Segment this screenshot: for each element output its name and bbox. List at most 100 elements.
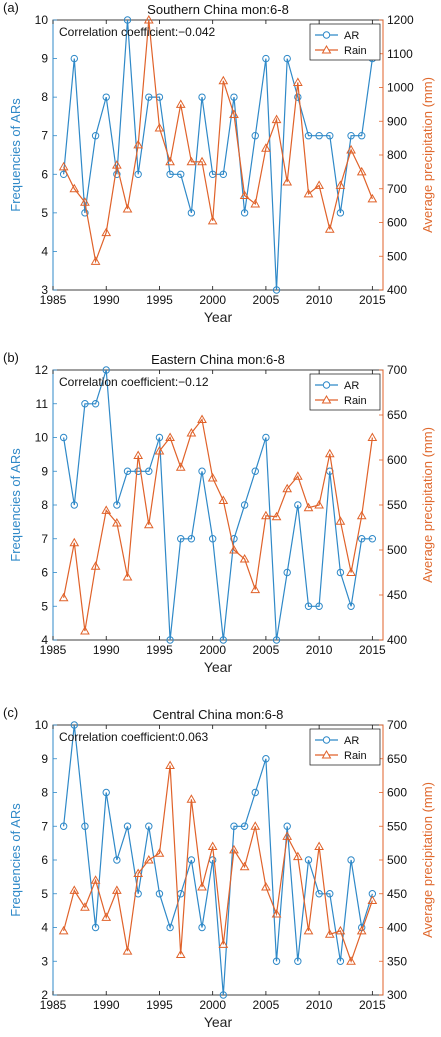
data-point-ar — [219, 991, 228, 999]
data-point-ar — [294, 93, 302, 101]
data-point-rain — [101, 227, 112, 237]
x-tick-label: 2000 — [199, 293, 226, 307]
y-left-tick-label: 8 — [41, 786, 48, 800]
data-point-rain — [154, 848, 165, 857]
data-point-rain — [250, 821, 261, 830]
data-point-rain — [218, 75, 229, 85]
data-point-rain — [186, 427, 197, 437]
data-point-rain — [175, 99, 186, 108]
y-right-tick-label: 300 — [387, 988, 407, 1002]
y-right-tick-label: 600 — [387, 786, 407, 800]
data-point-rain — [271, 511, 282, 521]
data-point-ar — [166, 170, 174, 178]
y-left-tick-label: 12 — [35, 363, 49, 377]
data-point-rain — [133, 450, 144, 459]
data-point-rain — [143, 519, 154, 529]
data-point-rain — [271, 114, 282, 124]
data-point-rain — [335, 516, 346, 525]
data-point-rain — [356, 510, 367, 520]
data-point-rain — [122, 203, 133, 213]
series-line-ar — [63, 369, 373, 641]
data-point-ar — [358, 132, 366, 140]
data-point-rain — [90, 256, 101, 265]
data-point-ar — [187, 535, 196, 543]
data-point-rain — [80, 197, 90, 206]
data-point-rain — [101, 912, 112, 921]
data-point-ar — [198, 923, 206, 932]
panel-label: (b) — [3, 350, 19, 365]
data-point-ar — [198, 93, 206, 101]
data-point-rain — [58, 161, 69, 171]
data-point-ar — [187, 209, 196, 217]
data-point-rain — [229, 544, 239, 554]
x-tick-label: 2000 — [199, 998, 226, 1012]
data-point-rain — [261, 510, 271, 520]
x-tick-label: 2015 — [359, 293, 386, 307]
data-point-rain — [154, 445, 165, 455]
y-right-tick-label: 400 — [387, 283, 407, 297]
x-tick-label: 1990 — [93, 293, 120, 307]
y-right-axis-label: Average precipitation (mm) — [420, 77, 435, 233]
data-point-ar — [91, 400, 100, 408]
correlation-annotation: Correlation coefficient:0.063 — [59, 730, 209, 744]
panel-b: (b) Eastern China mon:6-8 1985 1990 1995 2000… — [3, 350, 435, 675]
data-point-rain — [292, 851, 303, 861]
data-point-ar — [70, 501, 78, 509]
x-tick-label: 2015 — [359, 643, 386, 657]
data-point-rain — [346, 144, 356, 154]
data-point-rain — [133, 139, 144, 149]
data-point-ar — [368, 535, 377, 543]
y-right-tick-label: 500 — [387, 853, 407, 867]
data-point-rain — [324, 929, 335, 938]
data-point-ar — [262, 755, 270, 763]
data-point-ar — [240, 501, 249, 509]
data-point-ar — [219, 636, 228, 644]
y-left-tick-label: 10 — [35, 431, 49, 445]
y-right-tick-label: 1000 — [387, 81, 414, 95]
data-point-rain — [229, 844, 239, 854]
data-point-ar — [230, 535, 238, 543]
data-point-ar — [272, 957, 281, 965]
chart-title: Eastern China mon:6-8 — [151, 352, 285, 367]
data-point-ar — [262, 54, 270, 63]
data-point-ar — [304, 602, 313, 610]
data-point-rain — [356, 166, 367, 176]
y-left-tick-label: 5 — [41, 887, 48, 901]
x-tick-label: 1990 — [93, 643, 120, 657]
data-point-ar — [283, 54, 291, 63]
data-point-ar — [166, 923, 174, 932]
data-point-rain — [261, 143, 271, 152]
x-axis-label: Year — [204, 659, 233, 675]
y-left-tick-label: 6 — [41, 853, 48, 867]
panel-label: (c) — [3, 705, 18, 720]
data-point-ar — [145, 467, 153, 475]
data-point-ar — [294, 501, 302, 509]
data-point-rain — [101, 505, 112, 514]
legend-label-rain: Rain — [344, 45, 367, 57]
x-axis-label: Year — [204, 309, 233, 325]
y-left-tick-label: 2 — [41, 988, 48, 1002]
y-right-tick-label: 550 — [387, 819, 407, 833]
data-point-rain — [165, 760, 175, 769]
legend-label-ar: AR — [344, 380, 359, 392]
data-point-ar — [347, 602, 355, 610]
data-point-ar — [187, 856, 196, 864]
data-point-ar — [145, 93, 153, 101]
correlation-annotation: Correlation coefficient:−0.042 — [59, 25, 216, 39]
data-point-rain — [58, 925, 69, 935]
data-point-ar — [113, 856, 121, 864]
y-right-tick-label: 450 — [387, 588, 407, 602]
legend-box — [309, 728, 381, 766]
data-point-rain — [207, 841, 218, 850]
y-left-tick-label: 7 — [41, 129, 48, 143]
y-left-tick-label: 11 — [36, 397, 49, 411]
y-left-tick-label: 4 — [41, 921, 48, 935]
data-point-ar — [251, 467, 259, 475]
data-point-rain — [367, 432, 378, 441]
data-point-rain — [324, 224, 335, 233]
data-point-rain — [324, 448, 335, 458]
data-point-rain — [314, 841, 324, 850]
y-left-tick-label: 3 — [41, 954, 48, 968]
data-point-ar — [304, 856, 313, 864]
